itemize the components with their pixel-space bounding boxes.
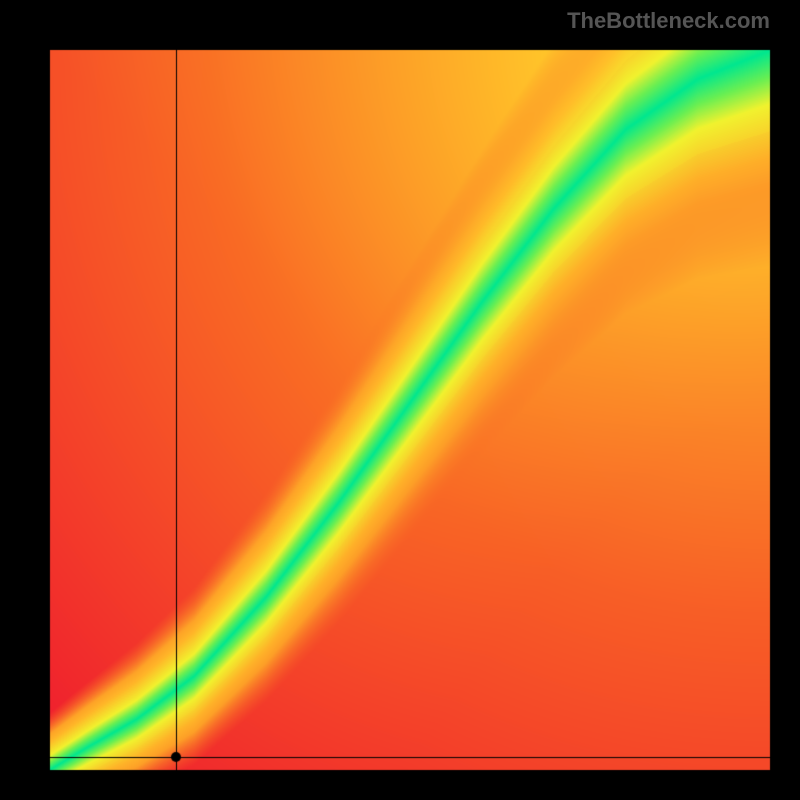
bottleneck-heatmap (0, 0, 800, 800)
watermark-text: TheBottleneck.com (567, 8, 770, 34)
